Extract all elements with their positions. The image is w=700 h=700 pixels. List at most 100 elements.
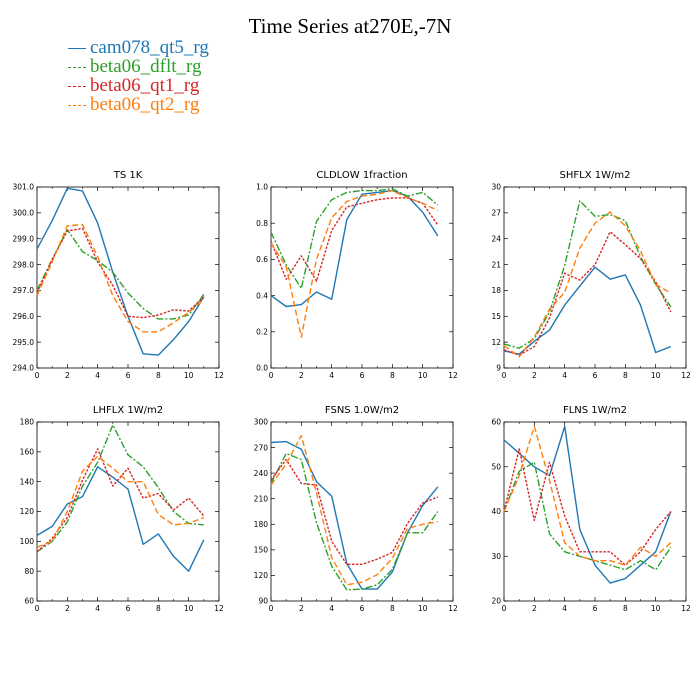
y-tick-label: 120 bbox=[254, 571, 269, 580]
x-tick-label: 12 bbox=[448, 604, 458, 613]
series-line-beta06_qt1_rg bbox=[36, 227, 205, 319]
x-tick-label: 6 bbox=[360, 371, 365, 380]
series-line-beta06_dflt_rg bbox=[503, 200, 672, 349]
series-line-beta06_dflt_rg bbox=[503, 461, 672, 571]
x-tick-label: 2 bbox=[65, 371, 70, 380]
y-tick-label: 50 bbox=[491, 462, 501, 471]
x-tick-label: 12 bbox=[681, 604, 691, 613]
y-tick-label: 295.0 bbox=[13, 338, 35, 347]
y-tick-label: 12 bbox=[491, 338, 501, 347]
x-tick-label: 6 bbox=[360, 604, 365, 613]
legend: cam078_qt5_rg beta06_dflt_rg beta06_qt1_… bbox=[68, 38, 209, 114]
chart-panel: CLDLOW 1fraction 0 2 4 6 8 10 12 0.0 0.2 0.4 0.6 0.8… bbox=[256, 170, 458, 380]
series-line-cam078_qt5_rg bbox=[36, 466, 205, 572]
y-tick-label: 298.0 bbox=[13, 260, 35, 269]
y-tick-label: 30 bbox=[491, 552, 501, 561]
panel-title: TS 1K bbox=[113, 170, 143, 181]
x-tick-label: 12 bbox=[681, 371, 691, 380]
y-tick-label: 180 bbox=[254, 520, 269, 529]
legend-swatch-line bbox=[68, 104, 86, 106]
x-tick-label: 0 bbox=[35, 604, 40, 613]
x-tick-label: 10 bbox=[184, 371, 194, 380]
legend-label: beta06_dflt_rg bbox=[90, 56, 202, 77]
x-tick-label: 2 bbox=[299, 604, 304, 613]
x-tick-label: 4 bbox=[95, 371, 100, 380]
series-line-beta06_qt1_rg bbox=[270, 197, 439, 282]
series-line-beta06_qt1_rg bbox=[503, 448, 672, 566]
y-tick-label: 270 bbox=[254, 443, 269, 452]
panel-title: LHFLX 1W/m2 bbox=[93, 405, 163, 416]
legend-label: cam078_qt5_rg bbox=[90, 37, 209, 58]
series-line-beta06_qt2_rg bbox=[270, 189, 439, 338]
y-tick-label: 160 bbox=[20, 448, 35, 457]
plot-frame bbox=[503, 421, 687, 602]
y-tick-label: 0.4 bbox=[256, 291, 268, 300]
x-tick-label: 8 bbox=[156, 604, 161, 613]
x-tick-label: 8 bbox=[156, 371, 161, 380]
chart-panel: FLNS 1W/m2 0 2 4 6 8 10 12 20 30 40 50 60 bbox=[491, 405, 691, 613]
y-tick-label: 301.0 bbox=[13, 183, 35, 192]
chart-panel: FSNS 1.0W/m2 0 2 4 6 8 10 12 90 120 150 180 210 240 27… bbox=[254, 405, 458, 613]
y-tick-label: 20 bbox=[491, 597, 501, 606]
y-tick-label: 0.8 bbox=[256, 219, 268, 228]
y-tick-label: 30 bbox=[491, 183, 501, 192]
y-tick-label: 80 bbox=[24, 567, 34, 576]
x-tick-label: 4 bbox=[95, 604, 100, 613]
series-line-cam078_qt5_rg bbox=[270, 189, 439, 308]
plot-frame bbox=[270, 186, 454, 369]
legend-label: beta06_qt2_rg bbox=[90, 94, 200, 115]
series-line-beta06_dflt_rg bbox=[270, 452, 439, 591]
x-tick-label: 2 bbox=[299, 371, 304, 380]
panel-title: FLNS 1W/m2 bbox=[563, 405, 627, 416]
y-tick-label: 21 bbox=[491, 260, 501, 269]
x-tick-label: 0 bbox=[502, 604, 507, 613]
x-tick-label: 0 bbox=[269, 604, 274, 613]
series-line-beta06_dflt_rg bbox=[36, 424, 204, 553]
series-line-beta06_dflt_rg bbox=[36, 228, 205, 320]
panel-title: SHFLX 1W/m2 bbox=[560, 170, 631, 181]
page-title: Time Series at270E,-7N bbox=[248, 14, 452, 38]
y-tick-label: 0.6 bbox=[256, 255, 268, 264]
x-tick-label: 2 bbox=[532, 604, 537, 613]
x-tick-label: 8 bbox=[390, 604, 395, 613]
x-tick-label: 0 bbox=[502, 371, 507, 380]
y-tick-label: 210 bbox=[254, 494, 269, 503]
x-tick-label: 6 bbox=[126, 371, 131, 380]
x-tick-label: 6 bbox=[593, 371, 598, 380]
y-tick-label: 1.0 bbox=[256, 183, 268, 192]
y-tick-label: 180 bbox=[20, 418, 35, 427]
y-tick-label: 100 bbox=[20, 537, 35, 546]
x-tick-label: 6 bbox=[126, 604, 131, 613]
series-line-beta06_qt2_rg bbox=[503, 211, 672, 358]
y-tick-label: 120 bbox=[20, 507, 35, 516]
x-tick-label: 10 bbox=[651, 371, 661, 380]
series-line-beta06_qt2_rg bbox=[503, 425, 672, 566]
y-tick-label: 0.0 bbox=[256, 364, 268, 373]
legend-label: beta06_qt1_rg bbox=[90, 75, 200, 96]
series-line-cam078_qt5_rg bbox=[270, 440, 439, 590]
x-tick-label: 10 bbox=[418, 604, 428, 613]
y-tick-label: 60 bbox=[24, 597, 34, 606]
y-tick-label: 9 bbox=[496, 364, 501, 373]
x-tick-label: 0 bbox=[35, 371, 40, 380]
series-line-beta06_qt2_rg bbox=[36, 223, 205, 333]
legend-swatch-line bbox=[68, 85, 86, 87]
y-tick-label: 296.0 bbox=[13, 312, 35, 321]
series-line-beta06_qt1_rg bbox=[270, 458, 439, 565]
legend-swatch-line bbox=[68, 47, 86, 49]
series-line-cam078_qt5_rg bbox=[503, 425, 672, 584]
legend-item: beta06_dflt_rg bbox=[68, 57, 209, 76]
x-tick-label: 12 bbox=[214, 371, 224, 380]
y-tick-label: 294.0 bbox=[13, 364, 35, 373]
series-line-beta06_qt1_rg bbox=[503, 231, 672, 356]
y-tick-label: 300 bbox=[254, 418, 269, 427]
y-tick-label: 140 bbox=[20, 477, 35, 486]
y-tick-label: 15 bbox=[491, 312, 501, 321]
series-line-cam078_qt5_rg bbox=[503, 266, 672, 355]
series-line-beta06_dflt_rg bbox=[270, 188, 439, 290]
x-tick-label: 8 bbox=[623, 371, 628, 380]
series-line-cam078_qt5_rg bbox=[36, 187, 205, 356]
x-tick-label: 12 bbox=[448, 371, 458, 380]
legend-swatch-line bbox=[68, 66, 86, 68]
x-tick-label: 6 bbox=[593, 604, 598, 613]
